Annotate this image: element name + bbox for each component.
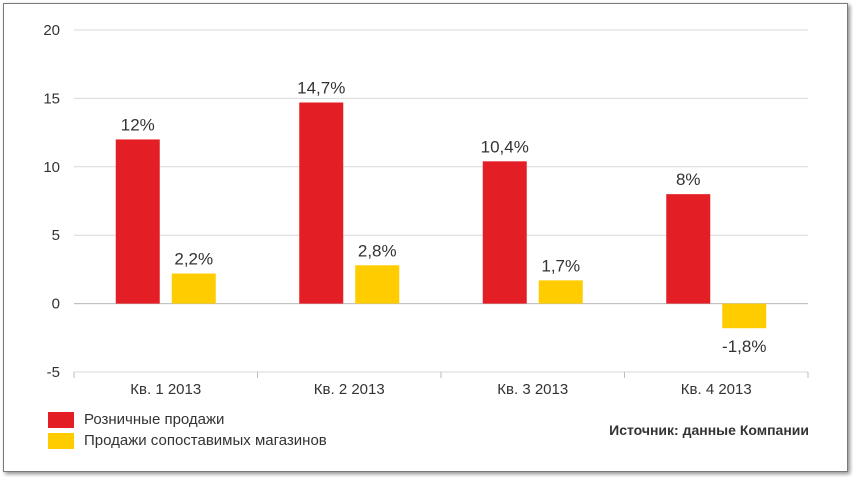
data-label: 14,7%	[297, 79, 345, 98]
bar	[538, 280, 583, 304]
source-note: Источник: данные Компании	[609, 422, 809, 438]
y-tick-label: 5	[52, 227, 60, 244]
legend-swatch-retail-sales	[48, 411, 74, 428]
y-tick-label: 15	[43, 90, 60, 107]
y-tick-label: 0	[52, 296, 60, 313]
data-label: -1,8%	[722, 337, 766, 356]
legend-label-retail-sales: Розничные продажи	[84, 411, 225, 428]
bar	[115, 139, 160, 304]
y-tick-label: 20	[43, 22, 60, 39]
data-label: 8%	[676, 170, 701, 189]
bar	[722, 303, 767, 329]
legend-item-retail-sales: Розничные продажи	[48, 409, 327, 430]
bar-chart: 20 15 10 5 0 -5 Кв. 1 2013 12% 2,2% Кв. 2 2013 14,…	[43, 22, 809, 398]
bar	[666, 194, 711, 304]
bar	[299, 102, 344, 304]
data-label: 1,7%	[541, 256, 580, 275]
data-label: 10,4%	[481, 137, 529, 156]
bar	[355, 265, 400, 304]
data-label: 2,8%	[358, 241, 397, 260]
legend-label-like-for-like-sales: Продажи сопоставимых магазинов	[84, 432, 327, 449]
chart-frame: 20 15 10 5 0 -5 Кв. 1 2013 12% 2,2% Кв. 2 2013 14,…	[3, 3, 848, 472]
legend: Розничные продажи Продажи сопоставимых м…	[48, 409, 327, 451]
x-tick-label: Кв. 1 2013	[130, 381, 201, 398]
y-tick-label: -5	[47, 364, 60, 381]
data-label: 2,2%	[174, 250, 213, 269]
x-tick-label: Кв. 2 2013	[314, 381, 385, 398]
x-tick-label: Кв. 4 2013	[681, 381, 752, 398]
bar	[171, 273, 216, 304]
legend-swatch-like-for-like-sales	[48, 432, 74, 449]
x-tick-label: Кв. 3 2013	[497, 381, 568, 398]
y-tick-label: 10	[43, 159, 60, 176]
data-label: 12%	[121, 115, 155, 134]
legend-item-like-for-like-sales: Продажи сопоставимых магазинов	[48, 430, 327, 451]
bar	[482, 161, 527, 304]
